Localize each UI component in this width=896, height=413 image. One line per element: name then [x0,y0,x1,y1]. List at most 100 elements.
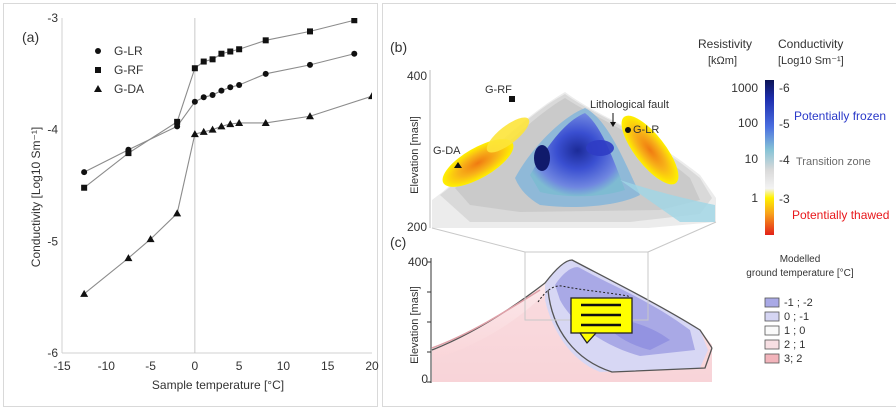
fault-annotation: Lithological fault [590,99,669,111]
temp-legend-title-1: Modelled [780,254,821,265]
resistivity-unit: [kΩm] [708,55,737,67]
data-point-g-da [80,289,89,297]
data-point-g-rf [262,37,269,44]
temp-legend-swatch [764,297,780,308]
panel-c-y-axis-label: Elevation [masl] [409,286,421,364]
chart-axes [61,18,372,354]
gda-marker-icon [454,162,462,168]
tick-labels: -15 -10 -5 0 5 10 15 20 -3 -4 -5 -6 [47,11,379,373]
comment-icon[interactable] [570,297,633,344]
x-tick-label: 20 [365,359,379,373]
data-point-g-rf [200,58,207,65]
y-tick-label: -4 [47,123,58,137]
x-tick-label: -10 [98,359,116,373]
zoom-connector-right [647,221,717,253]
data-point-g-rf [218,50,225,57]
data-point-g-lr [200,94,207,101]
temp-legend-label: -1 ; -2 [784,297,813,309]
colorbar [765,80,774,235]
data-point-g-lr [218,87,225,94]
temp-legend-swatch [764,339,780,350]
data-point-g-lr [262,70,269,77]
y-tick-label: -3 [47,11,58,25]
temp-legend-swatch [764,325,780,336]
data-point-g-lr [191,98,198,105]
temp-legend-swatch [764,353,780,364]
temp-legend-title-2: ground temperature [°C] [746,268,854,279]
data-point-g-da [217,122,226,130]
chart-legend: G-LR G-RF G-DA [94,44,144,96]
transition-label: Transition zone [796,156,871,168]
panel-c-tick-0: 0 [421,372,428,386]
data-point-g-da [190,130,199,138]
data-point-g-da [208,125,217,133]
series-g-da [80,92,372,297]
data-point-g-da [261,118,270,126]
x-tick-label: -15 [53,359,71,373]
data-point-g-rf [209,56,216,63]
cond-tick-minus3: -3 [779,192,790,206]
conductivity-title: Conductivity [778,37,843,51]
res-tick-1: 1 [751,191,758,205]
data-point-g-rf [125,150,132,157]
thawed-label: Potentially thawed [792,208,889,222]
panel-b-tick-200: 200 [407,220,427,234]
x-axis-label: Sample temperature [°C] [152,378,284,392]
zoom-connector-left [431,227,526,253]
data-point-g-rf [236,46,243,53]
conductivity-unit: [Log10 Sm⁻¹] [778,55,844,67]
data-point-g-lr [81,169,88,176]
temp-legend-label: 0 ; -1 [784,311,809,323]
panel-c-label: (c) [390,234,406,250]
data-point-g-lr [236,82,243,88]
res-tick-1000: 1000 [731,81,758,95]
glr-annotation: G-LR [633,124,659,136]
legend-label: G-LR [114,44,143,58]
series-g-rf [81,18,358,191]
panel-c-tick-400: 400 [408,255,428,269]
res-tick-10: 10 [745,152,759,166]
glr-marker-icon [625,127,631,133]
temp-legend-swatch [764,311,780,322]
fault-arrow-head-icon [610,122,616,127]
temp-legend: -1 ; -2 0 ; -1 1 ; 0 2 ; 1 3; 2 [764,297,813,365]
data-point-g-rf [351,18,358,24]
panel-b-tick-400: 400 [407,69,427,83]
data-point-g-da [235,118,244,126]
data-point-g-rf [191,65,198,72]
series-line-g-lr [83,53,355,173]
data-point-g-lr [209,92,216,99]
x-tick-label: 0 [192,359,199,373]
cond-tick-minus6: -6 [779,81,790,95]
x-tick-label: 10 [277,359,291,373]
res-tick-100: 100 [738,116,758,130]
data-point-g-da [124,254,133,262]
data-point-g-da [226,120,235,128]
data-point-g-rf [227,48,234,55]
panel-b-y-axis-label: Elevation [masl] [409,116,421,194]
series-layer [80,18,372,297]
y-tick-label: -6 [47,346,58,360]
legend-label: G-DA [114,82,144,96]
x-tick-label: -5 [145,359,156,373]
y-tick-label: -5 [47,234,58,248]
data-point-g-da [146,235,155,243]
data-point-g-da [173,209,182,217]
data-point-g-da [306,112,314,120]
data-point-g-rf [81,184,88,191]
legend-label: G-RF [114,63,143,77]
legend-marker-g-rf [95,67,101,73]
data-point-g-rf [307,28,313,35]
gda-annotation: G-DA [433,145,461,157]
panel-bc-frame [382,3,896,407]
grf-annotation: G-RF [485,84,512,96]
data-point-g-lr [227,84,234,91]
resistivity-title: Resistivity [698,37,752,51]
data-point-g-rf [174,118,181,125]
panel-a-label: (a) [22,29,39,45]
cond-tick-minus4: -4 [779,153,790,167]
temp-legend-label: 3; 2 [784,353,802,365]
legend-marker-g-da [94,85,102,92]
resistivity-section-image [432,92,716,228]
